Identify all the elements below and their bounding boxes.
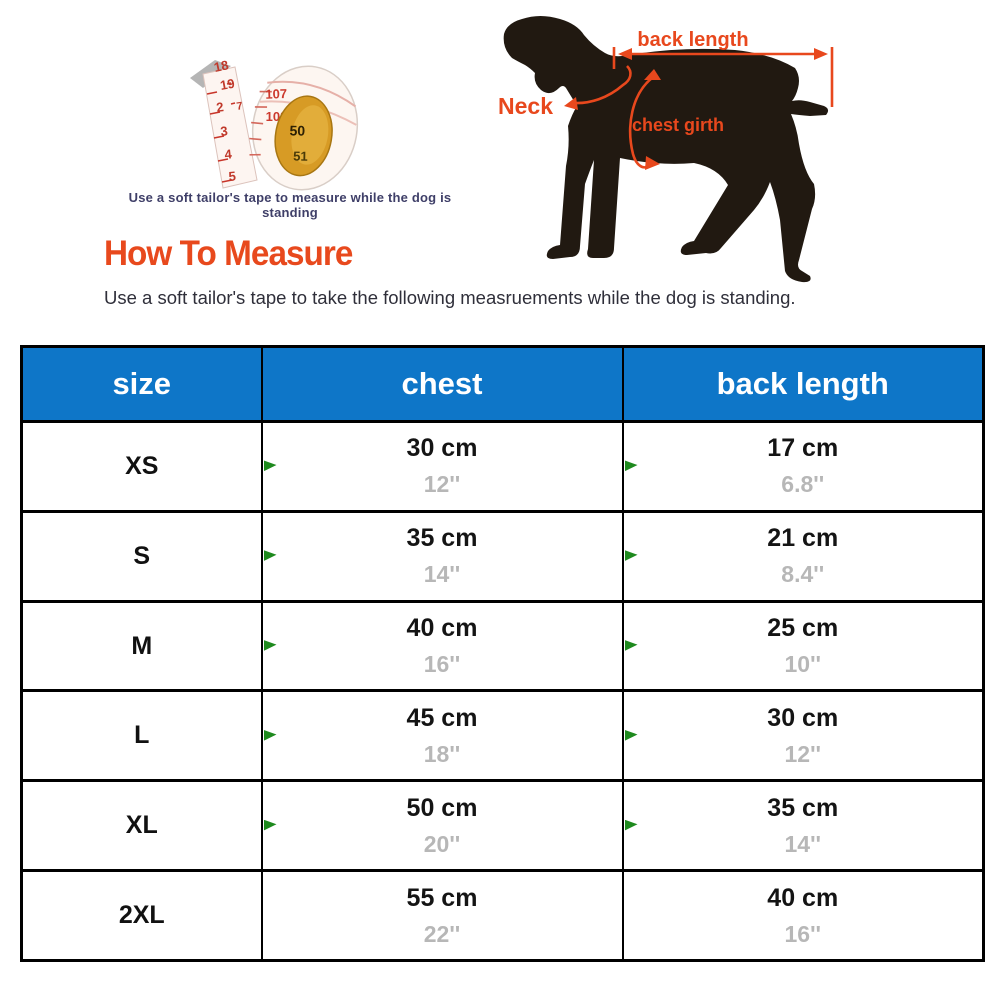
back-inch-value: 10'' [784, 651, 822, 678]
size-label: XL [20, 779, 263, 873]
chest-cell: 45 cm 18'' [260, 689, 624, 783]
back-length-cell: 40 cm 16'' [621, 869, 985, 962]
chest-cell: 35 cm 14'' [260, 509, 624, 603]
tailor-tape-image: 18 19 2 7 3 4 5 107 108 50 51 [190, 57, 359, 191]
chest-cell: 50 cm 20'' [260, 779, 624, 873]
dog-silhouette-image [503, 16, 829, 283]
back-cm-value: 21 cm [767, 524, 839, 553]
chest-girth-arc [628, 76, 653, 169]
arrowhead-left-icon [618, 48, 632, 60]
neck-measure-arc [572, 65, 632, 105]
back-inch-value: 12'' [784, 740, 822, 767]
chest-inch-value: 20'' [423, 830, 461, 857]
chest-cm-value: 55 cm [406, 883, 478, 912]
size-label: 2XL [20, 869, 263, 962]
green-flag-icon [624, 640, 638, 652]
tape-core-number: 51 [293, 148, 308, 163]
chest-girth-label: chest girth [632, 115, 724, 135]
chest-cm-value: 35 cm [406, 524, 478, 553]
green-flag-icon [263, 460, 277, 472]
measurement-annotations [572, 47, 834, 169]
size-label: XS [20, 420, 263, 513]
tape-roll-number: 107 [265, 86, 287, 102]
chest-inch-value: 18'' [423, 740, 461, 767]
chest-bottom-arrowhead-icon [645, 156, 660, 170]
size-table: size chest back length XS 30 cm 12'' 17 … [20, 345, 985, 962]
back-cm-value: 35 cm [767, 793, 839, 822]
column-header-size: size [20, 345, 263, 423]
size-label: L [20, 689, 263, 783]
arrowhead-right-icon [814, 48, 828, 60]
column-header-back-length: back length [621, 345, 985, 423]
tape-number: 4 [224, 146, 234, 162]
back-inch-value: 14'' [784, 830, 822, 857]
green-flag-icon [263, 819, 277, 831]
green-flag-icon [263, 550, 277, 562]
table-row: L 45 cm 18'' 30 cm 12'' [20, 689, 985, 783]
chest-inch-value: 16'' [423, 651, 461, 678]
chest-cm-value: 40 cm [406, 614, 478, 643]
chest-cm-value: 45 cm [406, 703, 478, 732]
size-label: M [20, 599, 263, 693]
chest-inch-value: 12'' [423, 471, 461, 498]
chest-top-arrowhead-icon [644, 69, 661, 80]
back-length-cell: 25 cm 10'' [621, 599, 985, 693]
green-flag-icon [263, 729, 277, 741]
back-length-label: back length [637, 29, 748, 51]
green-flag-icon [624, 550, 638, 562]
back-inch-value: 6.8'' [781, 471, 825, 498]
tape-core-number: 50 [289, 122, 305, 138]
back-cm-value: 40 cm [767, 883, 839, 912]
chest-cm-value: 50 cm [406, 793, 478, 822]
green-flag-icon [263, 640, 277, 652]
tape-strip-ticks [206, 82, 236, 183]
chest-cell: 55 cm 22'' [260, 869, 624, 962]
annotation-arrowheads [564, 48, 828, 170]
back-length-cell: 17 cm 6.8'' [621, 420, 985, 513]
table-row: M 40 cm 16'' 25 cm 10'' [20, 599, 985, 693]
tape-caption: Use a soft tailor's tape to measure whil… [128, 190, 452, 220]
tape-number: 7 [236, 100, 244, 113]
tape-number: 5 [228, 168, 237, 184]
chest-cell: 30 cm 12'' [260, 420, 624, 513]
neck-label: Neck [498, 93, 553, 119]
table-row: S 35 cm 14'' 21 cm 8.4'' [20, 509, 985, 603]
back-inch-value: 8.4'' [781, 561, 825, 588]
tape-strip-numbers: 18 19 2 7 3 4 5 [213, 57, 244, 184]
green-flag-icon [624, 819, 638, 831]
back-cm-value: 25 cm [767, 614, 839, 643]
tape-number: 18 [213, 57, 230, 75]
annotation-labels: back length Neck chest girth [498, 29, 749, 135]
back-cm-value: 17 cm [767, 434, 839, 463]
chest-inch-value: 22'' [423, 920, 461, 947]
table-row: XS 30 cm 12'' 17 cm 6.8'' [20, 420, 985, 513]
dog-measurement-diagram: back length Neck chest girth [498, 16, 834, 283]
chest-inch-value: 14'' [423, 561, 461, 588]
page-title: How To Measure [104, 234, 353, 273]
page-subtitle: Use a soft tailor's tape to take the fol… [104, 287, 796, 308]
back-length-cell: 30 cm 12'' [621, 689, 985, 783]
table-row: 2XL 55 cm 22'' 40 cm 16'' [20, 869, 985, 962]
tape-number: 19 [219, 76, 236, 93]
column-header-chest: chest [260, 345, 624, 423]
back-length-cell: 21 cm 8.4'' [621, 509, 985, 603]
back-inch-value: 16'' [784, 920, 822, 947]
tape-number: 3 [220, 123, 229, 139]
back-length-cell: 35 cm 14'' [621, 779, 985, 873]
size-label: S [20, 509, 263, 603]
chest-cell: 40 cm 16'' [260, 599, 624, 693]
neck-arrowhead-icon [564, 97, 578, 110]
table-row: XL 50 cm 20'' 35 cm 14'' [20, 779, 985, 873]
table-header-row: size chest back length [20, 345, 985, 423]
tape-strip [202, 66, 258, 189]
tape-number: 2 [215, 99, 224, 115]
tape-roll: 107 108 50 51 [249, 65, 359, 191]
chest-cm-value: 30 cm [406, 434, 478, 463]
green-flag-icon [624, 460, 638, 472]
green-flag-icon [624, 729, 638, 741]
back-cm-value: 30 cm [767, 703, 839, 732]
